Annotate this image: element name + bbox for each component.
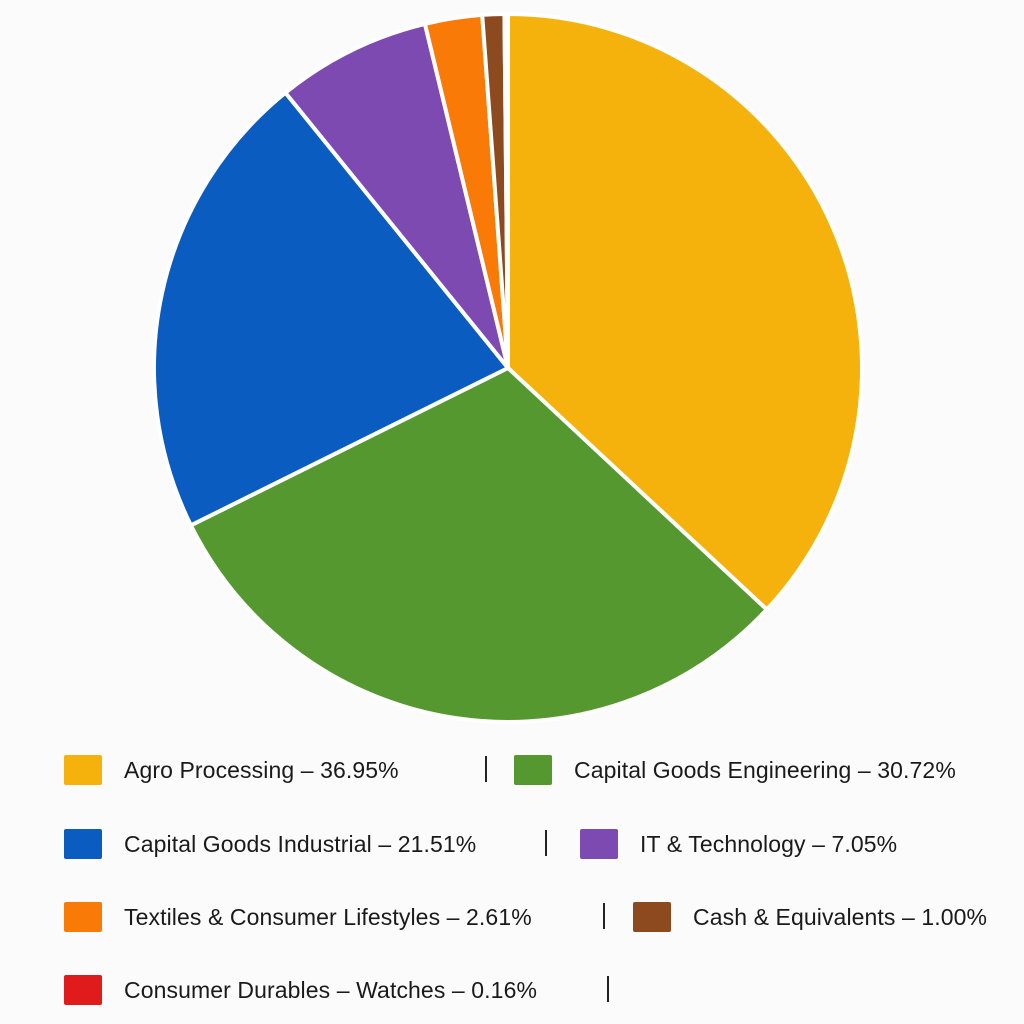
pie-plot-area xyxy=(152,12,864,724)
pie-slice xyxy=(283,21,510,370)
legend-label: IT & Technology – 7.05% xyxy=(640,830,898,857)
legend-separator xyxy=(603,903,605,929)
legend-label: Agro Processing – 36.95% xyxy=(124,756,399,783)
legend-label: Consumer Durables – Watches – 0.16% xyxy=(124,976,538,1003)
pie-slice xyxy=(506,12,864,612)
legend-swatch xyxy=(580,829,618,859)
legend-item: Capital Goods Industrial – 21.51% xyxy=(64,824,476,864)
legend-label: Capital Goods Engineering – 30.72% xyxy=(574,756,956,783)
legend-item: Capital Goods Engineering – 30.72% xyxy=(514,750,956,790)
legend-item: IT & Technology – 7.05% xyxy=(580,824,897,864)
legend-row: Capital Goods Industrial – 21.51% IT & T… xyxy=(0,824,1024,864)
legend-label: Cash & Equivalents – 1.00% xyxy=(693,903,988,930)
legend-label: Textiles & Consumer Lifestyles – 2.61% xyxy=(124,903,532,930)
legend-item: Textiles & Consumer Lifestyles – 2.61% xyxy=(64,897,532,937)
legend-row: Textiles & Consumer Lifestyles – 2.61% C… xyxy=(0,897,1024,937)
legend-item: Agro Processing – 36.95% xyxy=(64,750,399,790)
legend-separator xyxy=(485,756,487,782)
legend-item: Cash & Equivalents – 1.00% xyxy=(633,897,987,937)
legend-swatch xyxy=(633,902,671,932)
pie-slice xyxy=(188,366,769,724)
pie-slice xyxy=(502,12,510,370)
legend-row: Consumer Durables – Watches – 0.16% xyxy=(0,970,1024,1010)
legend-swatch xyxy=(514,755,552,785)
legend-swatch xyxy=(64,829,102,859)
legend-swatch xyxy=(64,902,102,932)
legend-separator xyxy=(607,976,609,1002)
legend-swatch xyxy=(64,755,102,785)
legend-swatch xyxy=(64,975,102,1005)
legend-row: Agro Processing – 36.95% Capital Goods E… xyxy=(0,750,1024,790)
pie-slice xyxy=(152,90,510,528)
legend-separator xyxy=(545,830,547,856)
legend-label: Capital Goods Industrial – 21.51% xyxy=(124,830,477,857)
legend-item: Consumer Durables – Watches – 0.16% xyxy=(64,970,537,1010)
